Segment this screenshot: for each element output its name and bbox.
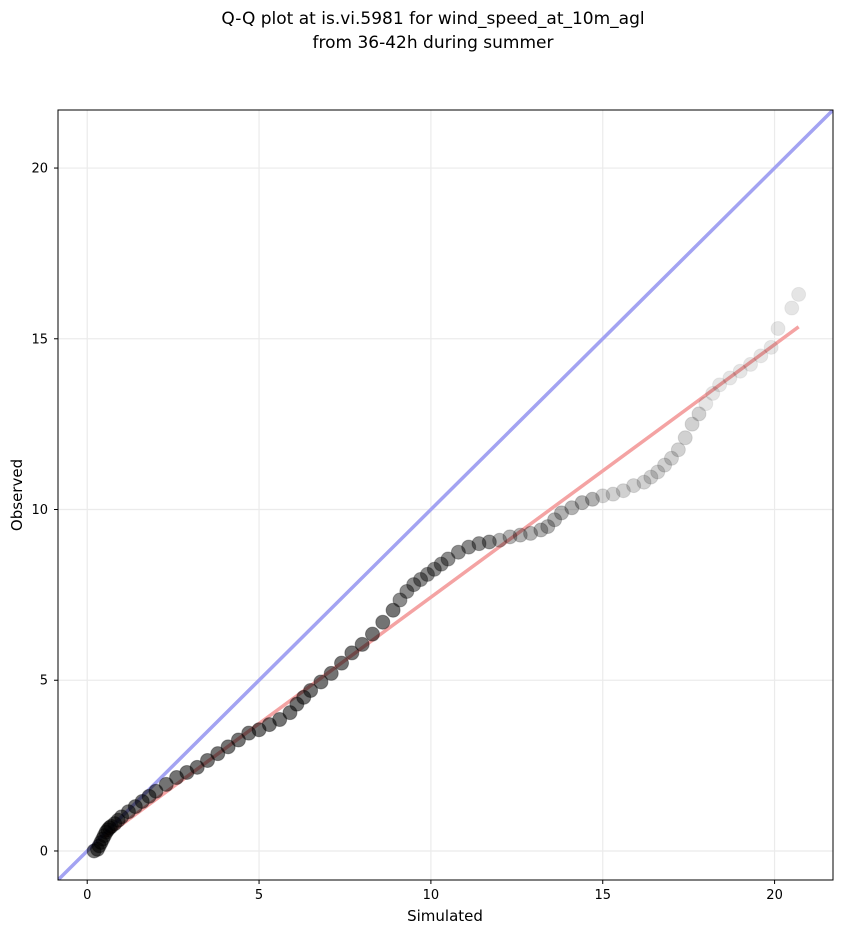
- qq-point: [691, 406, 707, 422]
- qq-point: [471, 536, 487, 552]
- qq-point: [584, 491, 600, 507]
- qq-point: [564, 500, 580, 516]
- qq-point: [553, 505, 569, 521]
- qq-point: [657, 457, 673, 473]
- x-tick-label: 10: [423, 888, 440, 903]
- qq-point: [595, 488, 611, 504]
- qq-point: [684, 416, 700, 432]
- qq-point: [502, 529, 518, 545]
- qq-point: [753, 348, 769, 364]
- qq-point: [158, 776, 174, 792]
- qq-point: [200, 752, 216, 768]
- qq-point: [523, 525, 539, 541]
- qq-point: [334, 655, 350, 671]
- qq-point: [705, 385, 721, 401]
- axis-ticks: 0 5 10 15 20 0 5 10 15 20: [31, 162, 782, 903]
- x-tick-label: 5: [255, 888, 263, 903]
- qq-point: [385, 602, 401, 618]
- qq-point: [732, 363, 748, 379]
- reference-line-y-equals-x: [58, 110, 833, 880]
- qq-point: [512, 527, 528, 543]
- qq-point: [354, 636, 370, 652]
- qq-point: [540, 519, 556, 535]
- y-tick-label: 20: [31, 162, 48, 177]
- qq-point: [650, 464, 666, 480]
- qq-point: [220, 739, 236, 755]
- x-axis-label: Simulated: [407, 907, 483, 925]
- qq-point: [481, 534, 497, 550]
- y-tick-label: 5: [40, 674, 48, 689]
- qq-point: [344, 645, 360, 661]
- qq-point: [375, 614, 391, 630]
- qq-point: [743, 356, 759, 372]
- qq-point: [406, 577, 422, 593]
- qq-point: [615, 483, 631, 499]
- qq-point: [712, 377, 728, 393]
- grid-lines: [58, 110, 833, 880]
- qq-point: [303, 682, 319, 698]
- qq-point: [210, 746, 226, 762]
- chart-title-line-2: from 36-42h during summer: [313, 33, 554, 53]
- qq-point: [399, 583, 415, 599]
- qq-point: [272, 712, 288, 728]
- qq-point: [230, 732, 246, 748]
- y-tick-label: 10: [31, 503, 48, 518]
- qq-point: [392, 592, 408, 608]
- y-tick-label: 15: [31, 332, 48, 347]
- qq-point: [413, 572, 429, 588]
- qq-point: [433, 556, 449, 572]
- line-layer: [58, 110, 833, 880]
- qq-point: [663, 450, 679, 466]
- qq-point: [643, 469, 659, 485]
- qq-point: [770, 321, 786, 337]
- qq-point: [426, 561, 442, 577]
- qq-point: [148, 783, 164, 799]
- qq-point: [461, 539, 477, 555]
- plot-frame: [57, 109, 834, 881]
- qq-point: [677, 430, 693, 446]
- qq-point: [189, 759, 205, 775]
- qq-point: [574, 495, 590, 511]
- qq-point: [419, 566, 435, 582]
- qq-point: [722, 370, 738, 386]
- scatter-points: [86, 286, 807, 859]
- qq-point: [670, 442, 686, 458]
- qq-point: [364, 626, 380, 642]
- qq-point: [533, 522, 549, 538]
- qq-point: [626, 478, 642, 494]
- qq-point: [605, 486, 621, 502]
- qq-point: [784, 300, 800, 316]
- qq-point: [547, 512, 563, 528]
- chart-title-line-1: Q-Q plot at is.vi.5981 for wind_speed_at…: [221, 9, 644, 29]
- x-tick-label: 20: [766, 888, 783, 903]
- y-tick-label: 0: [40, 844, 48, 859]
- qq-point: [492, 532, 508, 548]
- qq-point: [313, 674, 329, 690]
- qq-point: [636, 474, 652, 490]
- qq-point: [450, 544, 466, 560]
- qq-point: [763, 339, 779, 355]
- qq-point: [791, 286, 807, 302]
- qq-point: [323, 665, 339, 681]
- x-tick-label: 0: [83, 888, 91, 903]
- x-tick-label: 15: [594, 888, 611, 903]
- y-axis-label: Observed: [8, 459, 26, 531]
- qq-point: [440, 551, 456, 567]
- qq-point: [698, 396, 714, 412]
